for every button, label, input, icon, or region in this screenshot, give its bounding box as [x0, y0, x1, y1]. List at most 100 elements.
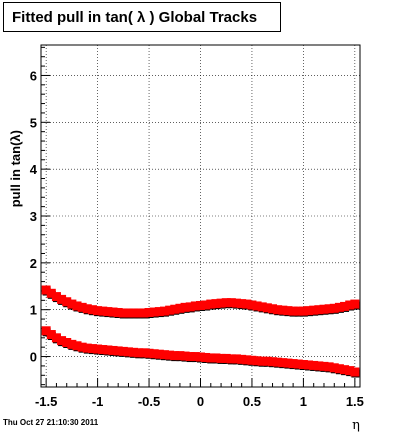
data-point [118, 308, 128, 318]
data-point [175, 303, 185, 313]
data-point [309, 305, 319, 315]
y-tick-label: 2 [30, 256, 37, 271]
data-point [123, 308, 133, 318]
data-point [180, 351, 190, 361]
data-point [324, 304, 334, 314]
data-point [201, 300, 211, 310]
data-point [319, 361, 329, 371]
data-point [82, 343, 92, 353]
data-point [154, 349, 164, 359]
data-point [185, 302, 195, 312]
data-point [51, 292, 61, 302]
data-point [211, 353, 221, 363]
data-point [257, 356, 267, 366]
x-axis-label: η [352, 418, 360, 433]
data-point [129, 347, 139, 357]
data-point [252, 301, 262, 311]
timestamp: Thu Oct 27 21:10:30 2011 [3, 418, 99, 427]
data-point [41, 285, 51, 295]
data-point [273, 305, 283, 315]
data-point [237, 299, 247, 309]
data-point [324, 362, 334, 372]
data-point [67, 339, 77, 349]
x-tick-label: 1.5 [346, 394, 364, 409]
data-point [118, 346, 128, 356]
data-point [216, 298, 226, 308]
data-point [129, 308, 139, 318]
data-point [144, 348, 154, 358]
data-point [72, 341, 82, 351]
data-point [98, 345, 108, 355]
data-point [67, 299, 77, 309]
data-point [262, 303, 272, 313]
data-point [93, 344, 103, 354]
data-point [159, 350, 169, 360]
data-point [62, 297, 72, 307]
data-point [273, 357, 283, 367]
data-point [108, 345, 118, 355]
data-point [221, 353, 231, 363]
data-point [314, 305, 324, 315]
data-point [134, 308, 144, 318]
data-point [206, 353, 216, 363]
axis-ticks: -1.5 -1 -0.5 0 0.5 1 1.5 0 1 2 3 4 5 6 [30, 46, 364, 409]
data-point [329, 303, 339, 313]
data-point [144, 308, 154, 318]
y-tick-label: 3 [30, 209, 37, 224]
data-point [46, 330, 56, 340]
data-point [278, 305, 288, 315]
data-point [190, 352, 200, 362]
y-tick-label: 0 [30, 350, 37, 365]
data-point [345, 300, 355, 310]
data-point [113, 346, 123, 356]
data-point [201, 352, 211, 362]
y-tick-label: 6 [30, 68, 37, 83]
data-point [345, 366, 355, 376]
x-tick-label: 0 [197, 394, 204, 409]
data-point [87, 344, 97, 354]
data-point [211, 299, 221, 309]
data-point [180, 302, 190, 312]
grid [41, 45, 360, 387]
y-tick-label: 1 [30, 303, 37, 318]
data-point [304, 306, 314, 316]
data-point [350, 299, 360, 309]
data-point [103, 307, 113, 317]
data-point [62, 337, 72, 347]
data-point [190, 301, 200, 311]
y-tick-label: 5 [30, 115, 37, 130]
data-point [165, 305, 175, 315]
data-point [309, 360, 319, 370]
data-point [134, 348, 144, 358]
data-point [103, 345, 113, 355]
data-point [196, 352, 205, 362]
data-point [196, 300, 205, 310]
y-axis-label: pull in tan(λ) [8, 130, 23, 207]
data-point [304, 360, 314, 370]
data-point [242, 355, 252, 365]
data-point [108, 307, 118, 317]
data-point [159, 306, 169, 316]
data-point [51, 333, 61, 343]
data-point [340, 301, 350, 311]
data-point [334, 364, 344, 374]
data-point [278, 358, 288, 368]
data-point [293, 359, 303, 369]
data-point [298, 306, 308, 316]
data-point [268, 304, 278, 314]
data-point [288, 359, 298, 369]
x-tick-label: 0.5 [243, 394, 261, 409]
x-tick-label: -1.5 [35, 394, 57, 409]
data-point [298, 360, 308, 370]
data-point [175, 351, 185, 361]
x-tick-label: -1 [92, 394, 104, 409]
data-point [247, 300, 257, 310]
data-point [46, 288, 56, 298]
data-point [283, 306, 293, 316]
data-point [216, 353, 226, 363]
data-point [268, 357, 278, 367]
data-point [262, 356, 272, 366]
x-tick-label: 1 [300, 394, 307, 409]
data-point [139, 348, 149, 358]
